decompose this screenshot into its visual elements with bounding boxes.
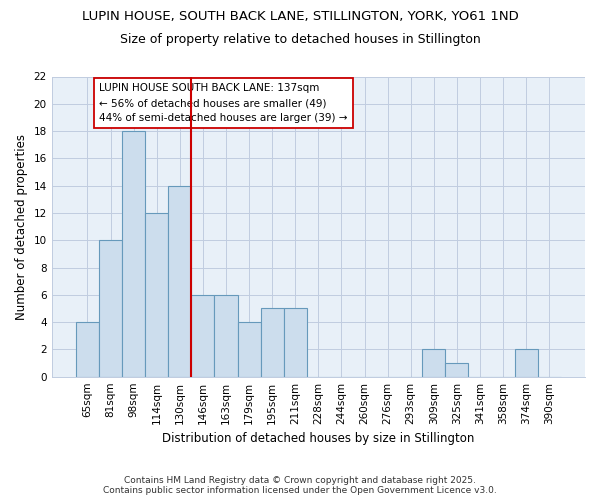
Bar [515,350,538,376]
Bar [238,322,260,376]
Bar [145,213,168,376]
Bar [422,350,445,376]
Bar [191,295,214,376]
Text: LUPIN HOUSE, SOUTH BACK LANE, STILLINGTON, YORK, YO61 1ND: LUPIN HOUSE, SOUTH BACK LANE, STILLINGTO… [82,10,518,23]
Bar [76,322,99,376]
Bar [214,295,238,376]
Bar [284,308,307,376]
Bar [99,240,122,376]
Text: Size of property relative to detached houses in Stillington: Size of property relative to detached ho… [119,32,481,46]
Text: Contains HM Land Registry data © Crown copyright and database right 2025.
Contai: Contains HM Land Registry data © Crown c… [103,476,497,495]
Bar [445,363,469,376]
Bar [168,186,191,376]
Bar [260,308,284,376]
Bar [122,131,145,376]
Text: LUPIN HOUSE SOUTH BACK LANE: 137sqm
← 56% of detached houses are smaller (49)
44: LUPIN HOUSE SOUTH BACK LANE: 137sqm ← 56… [99,84,347,123]
X-axis label: Distribution of detached houses by size in Stillington: Distribution of detached houses by size … [162,432,475,445]
Y-axis label: Number of detached properties: Number of detached properties [15,134,28,320]
